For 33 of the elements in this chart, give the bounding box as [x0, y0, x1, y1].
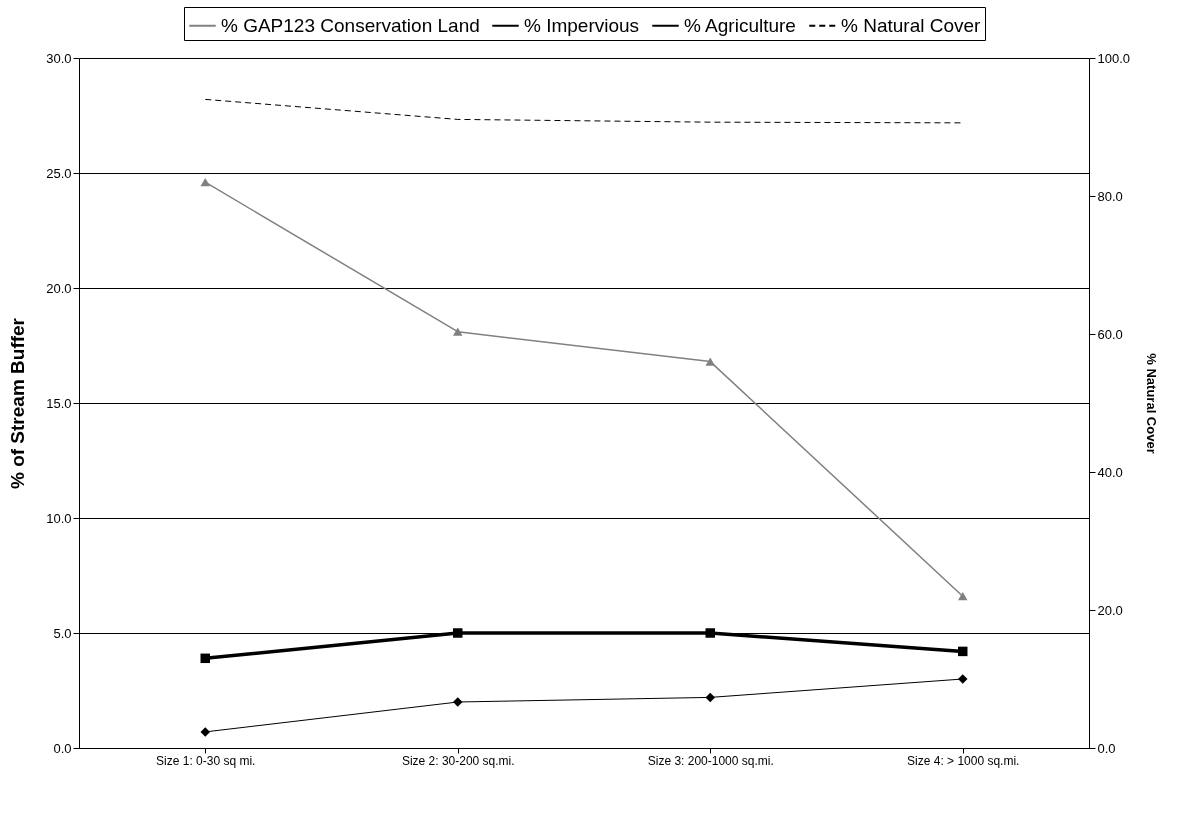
- point: [200, 727, 210, 737]
- y2-tick-label: 20.0: [1097, 602, 1123, 618]
- point: [958, 592, 968, 601]
- y-tick-label: 30.0: [46, 50, 72, 66]
- y-axis-title: % of Stream Buffer: [7, 317, 29, 490]
- point: [958, 646, 968, 657]
- x-tick-label: Size 1: 0-30 sq mi.: [156, 753, 256, 768]
- point: [200, 178, 210, 187]
- y2-tick-label: 100.0: [1097, 50, 1131, 66]
- y2-tick-label: 0.0: [1097, 740, 1116, 756]
- x-tick-label: Size 3: 200-1000 sq.mi.: [647, 753, 774, 768]
- y2-tick-label: 40.0: [1097, 464, 1123, 480]
- y2-axis-title: % Natural Cover: [1144, 353, 1160, 454]
- y-tick-label: 5.0: [53, 625, 72, 641]
- point: [453, 628, 463, 638]
- legend-label: % Agriculture: [684, 14, 796, 36]
- legend-label: % GAP123 Conservation Land: [221, 14, 480, 36]
- y2-tick-label: 60.0: [1097, 326, 1123, 342]
- point: [453, 327, 463, 336]
- legend-label: % Impervious: [524, 14, 640, 36]
- legend-label: % Natural Cover: [841, 14, 982, 36]
- y-tick-label: 15.0: [46, 395, 72, 411]
- point: [200, 653, 210, 664]
- point: [705, 692, 715, 703]
- y-tick-label: 20.0: [46, 280, 72, 296]
- point: [705, 628, 715, 638]
- x-tick-label: Size 4: > 1000 sq.mi.: [907, 753, 1020, 768]
- y2-tick-label: 80.0: [1097, 188, 1123, 204]
- x-tick-label: Size 2: 30-200 sq.mi.: [401, 753, 515, 768]
- y-tick-label: 25.0: [46, 165, 72, 181]
- y-tick-label: 0.0: [53, 740, 72, 756]
- y-tick-label: 10.0: [46, 510, 72, 526]
- point: [705, 357, 715, 366]
